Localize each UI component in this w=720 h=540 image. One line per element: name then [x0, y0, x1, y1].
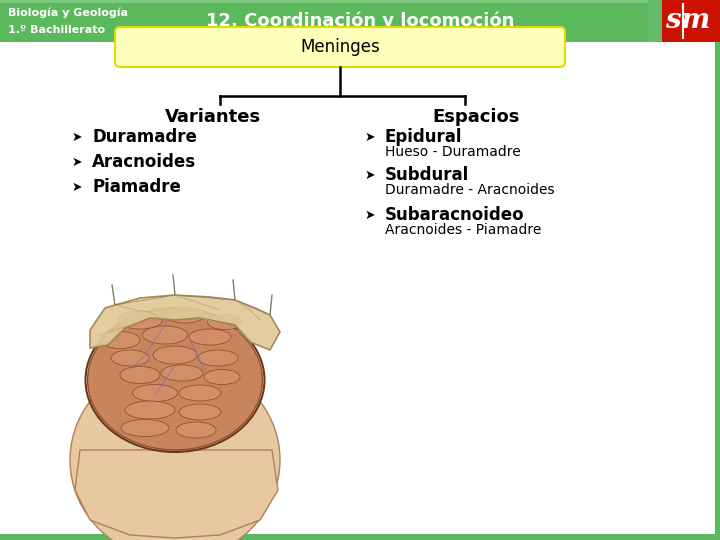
Ellipse shape [117, 311, 163, 329]
Text: ➤: ➤ [365, 168, 376, 181]
Ellipse shape [111, 350, 149, 366]
Text: ➤: ➤ [72, 131, 83, 144]
Polygon shape [90, 295, 280, 350]
Ellipse shape [207, 314, 243, 329]
Text: Duramadre - Aracnoides: Duramadre - Aracnoides [385, 183, 554, 197]
Text: ➤: ➤ [72, 156, 83, 168]
Text: 12. Coordinación y locomoción: 12. Coordinación y locomoción [206, 12, 514, 30]
Text: m: m [680, 8, 710, 35]
FancyBboxPatch shape [115, 27, 565, 67]
Ellipse shape [125, 401, 175, 419]
Text: Espacios: Espacios [433, 108, 520, 126]
FancyBboxPatch shape [715, 0, 720, 540]
Ellipse shape [143, 326, 187, 344]
Ellipse shape [153, 346, 197, 364]
FancyBboxPatch shape [0, 534, 720, 540]
Ellipse shape [120, 367, 160, 383]
Ellipse shape [165, 307, 205, 323]
Ellipse shape [70, 360, 280, 540]
Ellipse shape [88, 310, 263, 450]
Text: Hueso - Duramadre: Hueso - Duramadre [385, 145, 521, 159]
FancyBboxPatch shape [0, 0, 720, 3]
Text: ➤: ➤ [365, 208, 376, 221]
Text: Subdural: Subdural [385, 166, 469, 184]
Ellipse shape [179, 404, 221, 420]
Text: Epidural: Epidural [385, 128, 462, 146]
FancyBboxPatch shape [662, 0, 720, 42]
Text: s: s [665, 8, 681, 35]
Text: Duramadre: Duramadre [92, 128, 197, 146]
Ellipse shape [179, 385, 221, 401]
Text: Piamadre: Piamadre [92, 178, 181, 196]
Text: Subaracnoideo: Subaracnoideo [385, 206, 525, 224]
Text: Meninges: Meninges [300, 38, 380, 56]
Text: Variantes: Variantes [165, 108, 261, 126]
FancyBboxPatch shape [648, 0, 662, 42]
Polygon shape [75, 450, 278, 538]
Ellipse shape [132, 384, 178, 402]
Ellipse shape [121, 420, 169, 436]
Ellipse shape [198, 350, 238, 366]
FancyBboxPatch shape [0, 0, 720, 42]
Ellipse shape [189, 329, 231, 345]
Ellipse shape [204, 369, 240, 384]
Text: Biología y Geología: Biología y Geología [8, 8, 128, 18]
Text: ➤: ➤ [365, 131, 376, 144]
Ellipse shape [176, 422, 216, 438]
Ellipse shape [100, 332, 140, 348]
Text: Aracnoides - Piamadre: Aracnoides - Piamadre [385, 223, 541, 237]
Text: 1.º Bachillerato: 1.º Bachillerato [8, 25, 105, 35]
Text: ➤: ➤ [72, 180, 83, 193]
Text: Aracnoides: Aracnoides [92, 153, 196, 171]
Ellipse shape [161, 365, 203, 381]
